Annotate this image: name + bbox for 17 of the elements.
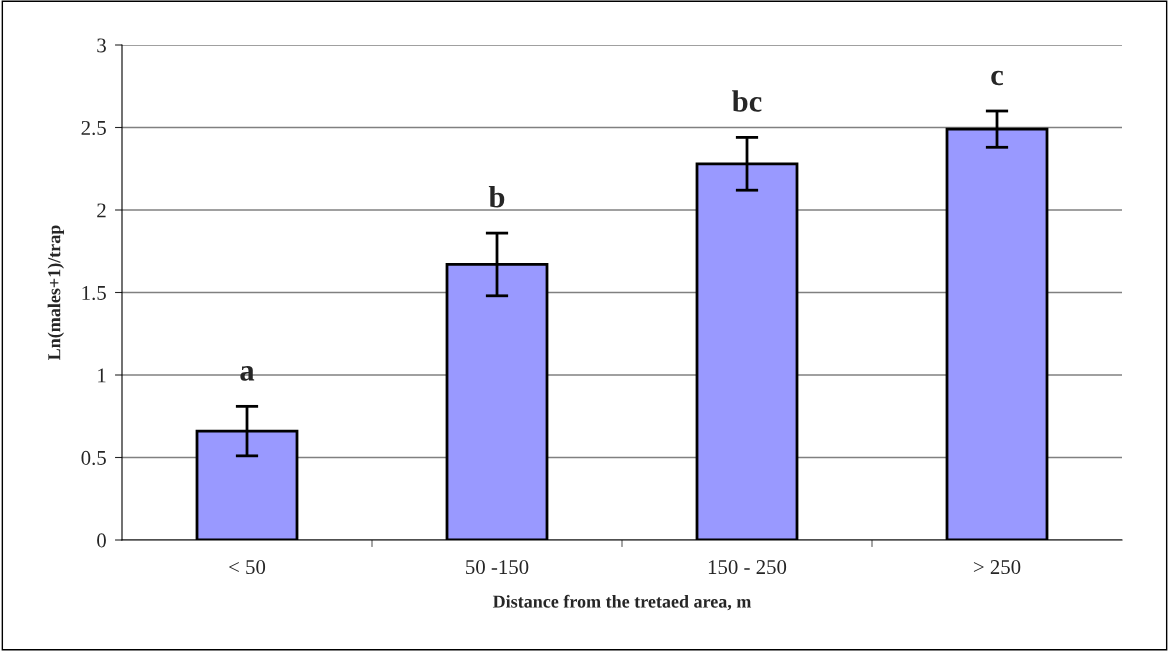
x-axis-title: Distance from the tretaed area, m bbox=[492, 594, 752, 611]
annotation: a bbox=[240, 366, 255, 381]
y-tick-label: 0 bbox=[97, 533, 106, 548]
y-tick-label: 1 bbox=[98, 368, 106, 383]
x-tick-label: 150 - 250 bbox=[708, 560, 787, 575]
annotation: b bbox=[488, 185, 505, 208]
y-tick-label: 2.5 bbox=[81, 120, 106, 136]
y-axis-title: Ln(males+1)/trap bbox=[47, 225, 65, 361]
annotation: c bbox=[991, 70, 1004, 86]
x-tick-label: < 50 bbox=[229, 560, 266, 575]
y-tick-label: 2 bbox=[97, 203, 106, 218]
x-tick-label: 50 -150 bbox=[466, 560, 529, 575]
y-tick-label: 3 bbox=[97, 38, 106, 53]
annotation: bc bbox=[732, 90, 762, 112]
y-tick-label: 0.5 bbox=[81, 450, 106, 466]
y-tick-label: 1.5 bbox=[82, 285, 106, 301]
x-tick-label: > 250 bbox=[973, 560, 1021, 575]
